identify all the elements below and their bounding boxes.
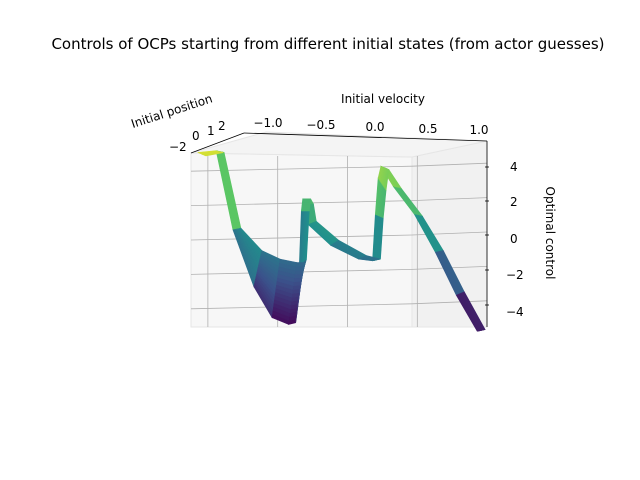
x-axis-label: Initial velocity: [341, 92, 425, 106]
y-ticks: −2 0 1 2: [169, 119, 226, 154]
x-axis-line: [243, 132, 488, 142]
surface-facet: [295, 262, 305, 267]
y-tick-label: −2: [169, 140, 187, 154]
z-tick-label: 2: [510, 195, 518, 209]
surface-facet: [463, 291, 486, 331]
surface-facet: [294, 273, 303, 279]
surface-facet: [294, 269, 304, 275]
z-gridline: [411, 300, 488, 305]
z-gridline: [411, 162, 488, 167]
y-axis-line: [190, 132, 245, 154]
z-ticks: 4 2 0 −2 −4: [485, 160, 524, 319]
x-tick-label: −1.0: [253, 116, 282, 130]
right-pane: [411, 140, 488, 328]
y-tick-label: 0: [192, 129, 200, 143]
z-gridline: [190, 303, 413, 310]
x-ticks: −1.0 −0.5 0.0 0.5 1.0: [253, 116, 488, 137]
z-gridline: [411, 231, 488, 236]
z-gridline: [411, 197, 488, 201]
chart-title: Controls of OCPs starting from different…: [51, 35, 604, 53]
z-tick-label: −4: [506, 305, 524, 319]
x-tick-label: 1.0: [469, 123, 488, 137]
z-tick-label: −2: [506, 268, 524, 282]
axis-edges: [190, 132, 488, 327]
z-tick-label: 0: [510, 232, 518, 246]
y-axis-label: Initial position: [129, 91, 214, 130]
x-tick-label: −0.5: [306, 118, 335, 132]
z-tick-label: 4: [510, 160, 518, 174]
y-tick-label: 2: [218, 119, 226, 133]
x-tick-label: 0.5: [418, 122, 437, 136]
z-axis-label: Optimal control: [543, 187, 557, 280]
surface-plot: [197, 150, 486, 332]
surface-facet: [295, 265, 304, 271]
x-tick-label: 0.0: [365, 120, 384, 134]
y-tick-label: 1: [207, 124, 215, 138]
